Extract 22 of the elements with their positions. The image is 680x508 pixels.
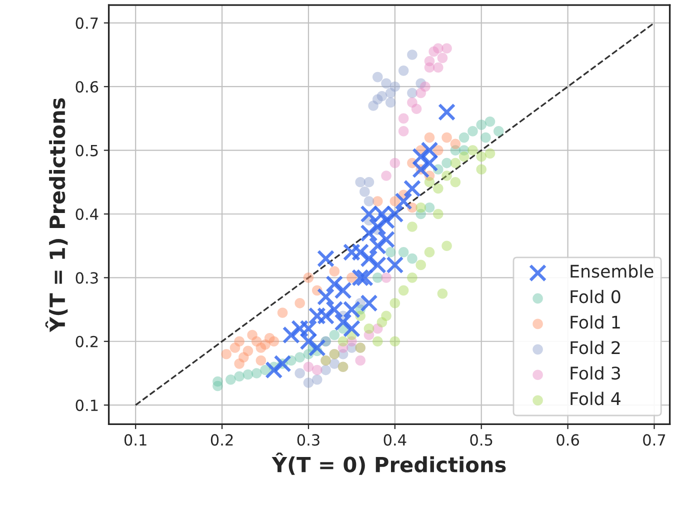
x-tick-label: 0.7	[643, 434, 666, 446]
legend-label: Fold 4	[570, 392, 620, 406]
y-tick-label: 0.1	[76, 400, 98, 412]
y-tick-label: 0.5	[76, 144, 98, 156]
legend-label: Fold 1	[570, 315, 620, 329]
x-tick-label: 0.5	[470, 434, 492, 446]
legend-label: Fold 2	[570, 340, 620, 354]
x-tick-label: 0.3	[297, 434, 320, 446]
x-tick-label: 0.2	[210, 434, 233, 446]
x-tick-label: 0.4	[384, 434, 406, 446]
x-tick-label: 0.6	[556, 434, 579, 446]
y-tick-label: 0.2	[76, 336, 98, 348]
legend-label: Fold 3	[570, 366, 620, 380]
y-tick-label: 0.7	[76, 17, 98, 29]
x-axis-title: Ŷ(T = 0) Predictions	[272, 452, 506, 475]
legend-label: Ensemble	[570, 264, 654, 278]
y-tick-label: 0.3	[76, 272, 98, 284]
y-tick-label: 0.6	[76, 81, 98, 93]
y-tick-label: 0.4	[76, 208, 98, 220]
x-tick-label: 0.1	[124, 434, 146, 446]
y-axis-title: Ŷ(T = 1) Predictions	[45, 98, 68, 332]
legend-label: Fold 0	[570, 290, 620, 304]
